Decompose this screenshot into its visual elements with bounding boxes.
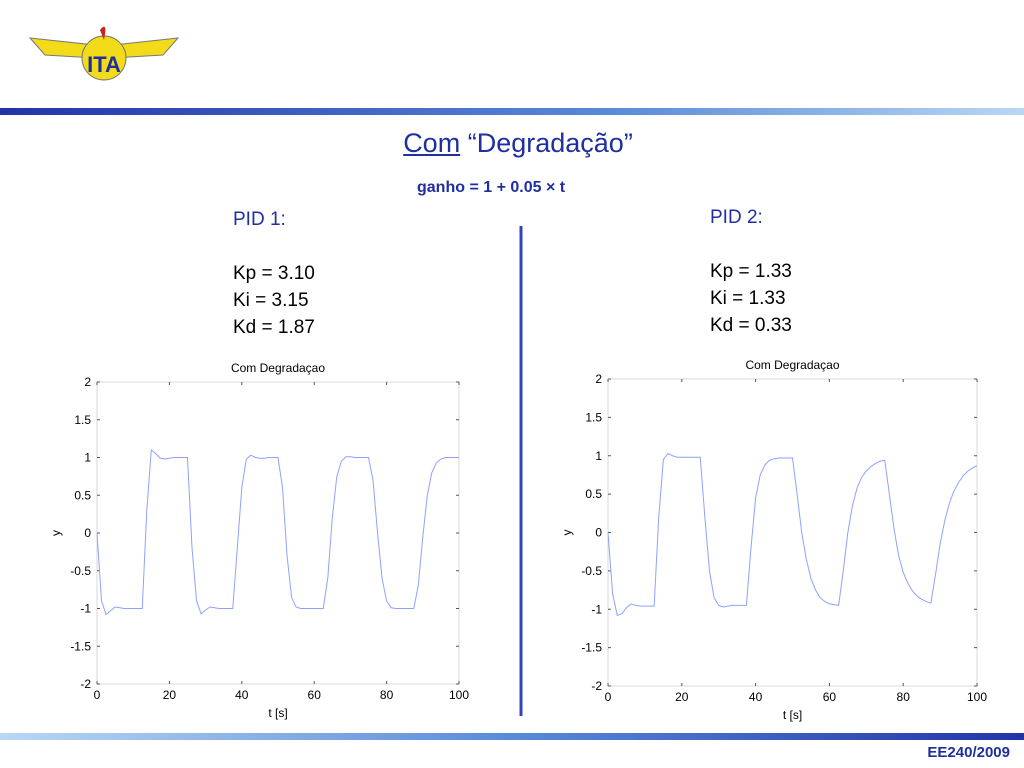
pid-param: Ki = 1.33 (710, 288, 786, 309)
plot-box (607, 378, 978, 687)
pid-param: Ki = 3.15 (233, 290, 309, 311)
x-axis-label: t [s] (783, 708, 802, 722)
y-tick-label: 1.5 (74, 413, 91, 427)
y-tick-label: 1 (595, 449, 602, 463)
pid-param: Kd = 0.33 (710, 315, 792, 336)
pid-param: Kp = 3.10 (233, 263, 315, 284)
x-tick-label: 60 (308, 688, 322, 702)
y-tick-label: -2 (591, 679, 602, 693)
bottom-bar (0, 733, 1024, 740)
chart-title: Com Degradaçao (745, 358, 839, 372)
y-tick-label: -1 (591, 602, 602, 616)
pid-heading: PID 1: (233, 209, 286, 230)
data-line (96, 448, 459, 616)
x-tick-label: 20 (675, 690, 689, 704)
pid-heading: PID 2: (710, 207, 763, 228)
x-tick-label: 100 (967, 690, 987, 704)
y-tick-label: 0.5 (74, 488, 91, 502)
y-tick-label: -2 (80, 677, 91, 691)
y-tick-label: 2 (595, 372, 602, 386)
pid-param: Kp = 1.33 (710, 261, 792, 282)
y-tick-label: 2 (84, 375, 91, 389)
y-tick-label: 0.5 (585, 487, 602, 501)
x-tick-label: 60 (823, 690, 837, 704)
x-tick-label: 0 (605, 690, 612, 704)
logo: ITA (28, 26, 180, 81)
x-tick-label: 80 (380, 688, 394, 702)
data-line (607, 452, 978, 617)
subtitle: ganho = 1 + 0.05 × t (417, 179, 566, 196)
y-tick-label: -1.5 (70, 639, 91, 653)
y-tick-label: -0.5 (581, 564, 602, 578)
x-tick-label: 40 (749, 690, 763, 704)
plot-box (96, 381, 460, 685)
y-tick-label: 1.5 (585, 410, 602, 424)
y-tick-label: -0.5 (70, 564, 91, 578)
y-tick-label: -1.5 (581, 641, 602, 655)
x-tick-label: 80 (897, 690, 911, 704)
x-tick-label: 40 (235, 688, 249, 702)
x-tick-label: 0 (94, 688, 101, 702)
title-underlined: Com (403, 128, 461, 158)
x-tick-label: 20 (163, 688, 177, 702)
y-tick-label: 1 (84, 451, 91, 465)
title: Com “Degradação” (0, 128, 1024, 159)
top-bar (0, 108, 1024, 115)
y-axis-label: y (49, 530, 63, 536)
y-tick-label: -1 (80, 602, 91, 616)
chart-title: Com Degradaçao (231, 361, 325, 375)
y-axis-label: y (560, 530, 574, 536)
x-axis-label: t [s] (268, 706, 287, 720)
title-rest: “Degradação” (467, 128, 633, 158)
logo-text: ITA (87, 52, 121, 77)
y-tick-label: 0 (595, 526, 602, 540)
x-tick-label: 100 (449, 688, 469, 702)
pid2: PID 2: Kp = 1.33 Ki = 1.33 Kd = 0.33 (710, 204, 792, 339)
y-tick-label: 0 (84, 526, 91, 540)
pid1: PID 1: Kp = 3.10 Ki = 3.15 Kd = 1.87 (233, 206, 315, 341)
footer: EE240/2009 (927, 744, 1010, 761)
pid-param: Kd = 1.87 (233, 317, 315, 338)
